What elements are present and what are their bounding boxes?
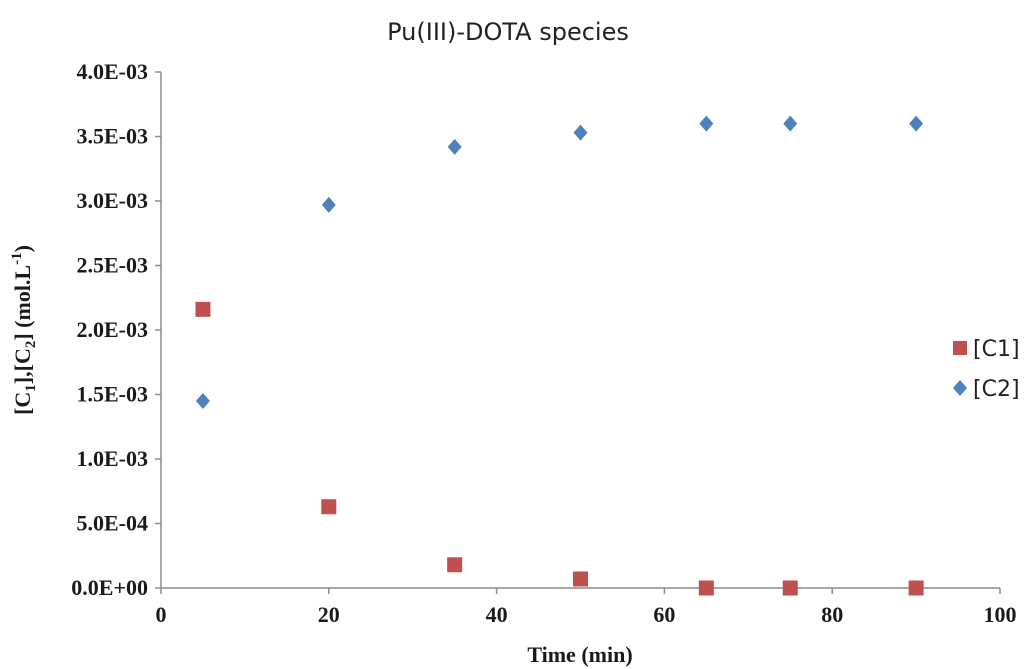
y-axis-label-sup: -1: [9, 252, 25, 265]
legend-label-c1: [C1]: [973, 337, 1020, 362]
y-tick-label: 0.0E+00: [71, 575, 148, 600]
x-axis-ticks: 0 20 40 60 80 100: [156, 588, 1017, 627]
legend: [C1] [C2]: [953, 337, 1020, 402]
data-point-c1: [698, 580, 714, 596]
legend-marker-c2: [953, 380, 967, 396]
data-point-c2: [195, 392, 210, 409]
x-tick-label: 60: [653, 602, 675, 627]
y-axis-label: [C1],[C2] (mol.L-1): [9, 245, 39, 415]
y-tick-label: 1.5E-03: [77, 382, 149, 407]
y-axis-label-part: ],[C: [10, 348, 35, 384]
x-tick-label: 0: [156, 602, 167, 627]
y-tick-label: 3.0E-03: [77, 188, 149, 213]
y-axis-label-sub: 2: [23, 341, 39, 349]
data-point-c2: [321, 196, 336, 213]
data-point-c1: [908, 580, 924, 596]
data-point-c1: [447, 557, 463, 573]
data-point-c2: [699, 115, 714, 132]
data-point-c1: [573, 571, 588, 587]
data-point-c2: [573, 124, 588, 141]
y-axis-label-part: ] (mol.L: [10, 265, 35, 341]
y-tick-label: 2.0E-03: [77, 317, 149, 342]
y-tick-label: 3.5E-03: [77, 124, 149, 149]
y-axis-label-part: [C: [10, 392, 35, 415]
y-tick-label: 1.0E-03: [77, 446, 149, 471]
x-axis-label: Time (min): [527, 642, 632, 667]
x-tick-label: 20: [318, 602, 340, 627]
data-point-c1: [321, 499, 337, 515]
chart-title: Pu(III)-DOTA species: [387, 18, 629, 46]
legend-marker-c1: [953, 341, 967, 355]
y-tick-label: 4.0E-03: [77, 59, 149, 84]
data-point-c1: [195, 301, 211, 317]
y-tick-label: 5.0E-04: [77, 511, 149, 536]
data-point-c2: [447, 138, 462, 155]
data-point-c2: [783, 115, 798, 132]
data-point-c1: [782, 580, 798, 596]
data-point-c2: [909, 115, 924, 132]
x-tick-label: 80: [821, 602, 843, 627]
plot-area-points: [195, 115, 924, 596]
y-axis-ticks: 0.0E+00 5.0E-04 1.0E-03 1.5E-03 2.0E-03 2.5E-…: [71, 59, 161, 600]
y-axis-label-sub: 1: [23, 384, 39, 392]
x-tick-label: 100: [984, 602, 1017, 627]
y-axis-label-part: ): [10, 245, 35, 252]
y-tick-label: 2.5E-03: [77, 253, 149, 278]
x-tick-label: 40: [486, 602, 508, 627]
legend-label-c2: [C2]: [973, 377, 1020, 402]
